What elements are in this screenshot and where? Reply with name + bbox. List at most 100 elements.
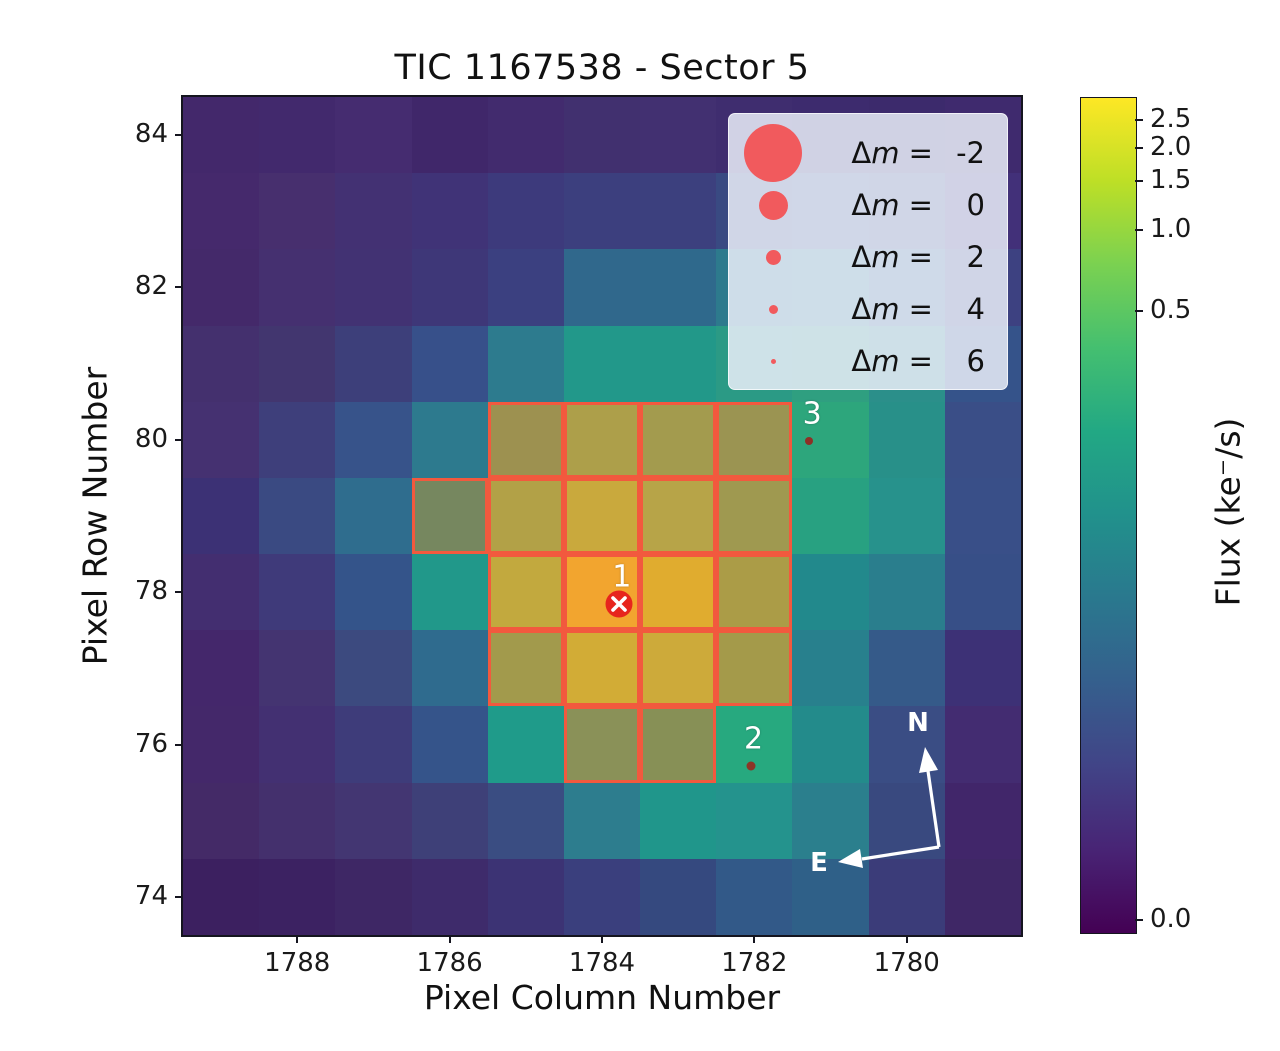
heatmap-cell (640, 173, 717, 250)
heatmap-cell (183, 97, 260, 174)
heatmap-cell (563, 173, 641, 250)
heatmap-cell (183, 706, 260, 784)
heatmap-cell (944, 401, 1022, 479)
heatmap-cell (563, 630, 641, 707)
heatmap-cell (259, 173, 336, 250)
heatmap-cell (259, 706, 336, 784)
aperture-cell (716, 554, 793, 631)
target-star-marker (605, 590, 633, 618)
heatmap-cell (183, 249, 260, 327)
star-label-1: 1 (612, 559, 632, 595)
y-tick-label: 84 (134, 119, 168, 150)
colorbar-tick-label: 0.5 (1150, 294, 1192, 325)
heatmap-cell (944, 554, 1022, 631)
heatmap-cell (183, 858, 260, 936)
x-tick-label: 1782 (721, 948, 788, 978)
legend-entry-label: Δm = 2 (851, 240, 985, 274)
aperture-cell (640, 630, 717, 707)
plot-area: N E Δm = -2 Δm = 0 Δm = 2 Δm = 4 Δm = 6 1 2 3 (181, 95, 1023, 937)
colorbar-tick-label: 2.0 (1150, 131, 1192, 162)
heatmap-cell (640, 706, 717, 784)
heatmap-cell (411, 706, 489, 784)
y-tick-mark (175, 743, 183, 746)
aperture-cell (640, 401, 717, 478)
heatmap-cell (868, 554, 946, 631)
heatmap-cell (335, 401, 413, 479)
y-tick-mark (175, 895, 183, 898)
colorbar-tick-label: 2.5 (1150, 104, 1192, 135)
y-axis-label: Pixel Row Number (75, 366, 115, 666)
compass-north-label: N (907, 708, 929, 738)
colorbar-tick-mark (1135, 180, 1143, 183)
heatmap-cell (335, 630, 413, 707)
aperture-cell (716, 477, 793, 555)
heatmap-cell (335, 249, 413, 327)
heatmap-cell (411, 782, 489, 860)
heatmap-cell (259, 477, 336, 555)
x-tick-label: 1786 (416, 948, 483, 978)
heatmap-cell (487, 97, 565, 174)
colorbar-tick-label: 1.5 (1150, 165, 1192, 196)
compass-icon (838, 747, 941, 868)
chart-title: TIC 1167538 - Sector 5 (394, 48, 810, 88)
heatmap-cell (563, 706, 641, 784)
heatmap-cell (487, 401, 565, 479)
heatmap-cell (335, 477, 413, 555)
heatmap-cell (487, 706, 565, 784)
x-tick-mark (905, 935, 908, 943)
heatmap-cell (411, 477, 489, 555)
colorbar-tick-mark (1135, 919, 1143, 922)
aperture-cell (563, 554, 641, 631)
aperture-cell (640, 706, 717, 783)
heatmap-cell (640, 249, 717, 327)
x-tick-mark (448, 935, 451, 943)
heatmap-cell (563, 249, 641, 327)
y-tick-label: 74 (134, 880, 168, 911)
legend-entry: Δm = 6 (729, 335, 1007, 387)
x-tick-label: 1780 (873, 948, 940, 978)
colorbar-label: Flux (ke⁻/s) (1208, 417, 1248, 607)
heatmap-cell (563, 858, 641, 936)
aperture-cell (487, 554, 564, 631)
heatmap-cell (640, 782, 717, 860)
heatmap-cell (487, 325, 565, 403)
heatmap-cell (487, 858, 565, 936)
aperture-cell (487, 630, 564, 707)
y-tick-mark (175, 591, 183, 594)
aperture-cell (563, 477, 641, 555)
heatmap-cell (716, 858, 793, 936)
nearby-star-dot (805, 437, 814, 446)
heatmap-cell (868, 401, 946, 479)
aperture-cell (716, 401, 793, 478)
x-tick-label: 1784 (568, 948, 636, 978)
y-tick-label: 82 (134, 271, 168, 302)
heatmap-cell (411, 401, 489, 479)
heatmap-cell (183, 554, 260, 631)
heatmap-cell (259, 554, 336, 631)
y-tick-label: 80 (134, 423, 168, 454)
aperture-cell (411, 477, 488, 555)
legend-entry-label: Δm = 4 (851, 292, 985, 326)
heatmap-cell (335, 782, 413, 860)
heatmap-cell (716, 554, 793, 631)
heatmap-cell (183, 401, 260, 479)
heatmap-cell (335, 325, 413, 403)
heatmap-cell (716, 782, 793, 860)
aperture-cell (487, 401, 564, 478)
heatmap-cell (944, 477, 1022, 555)
aperture-cell (563, 706, 641, 783)
heatmap-cell (183, 325, 260, 403)
heatmap-cell (335, 554, 413, 631)
heatmap-cell (563, 782, 641, 860)
colorbar-tick-mark (1135, 228, 1143, 231)
legend-circle-icon (770, 358, 776, 364)
colorbar-tick-mark (1135, 119, 1143, 122)
y-tick-mark (175, 286, 183, 289)
heatmap-cell (563, 325, 641, 403)
colorbar-tick-label: 0.0 (1150, 904, 1192, 935)
heatmap-cell (487, 554, 565, 631)
heatmap-cell (792, 858, 870, 936)
x-axis-label: Pixel Column Number (423, 978, 781, 1017)
heatmap-cell (183, 477, 260, 555)
heatmap-cell (640, 858, 717, 936)
